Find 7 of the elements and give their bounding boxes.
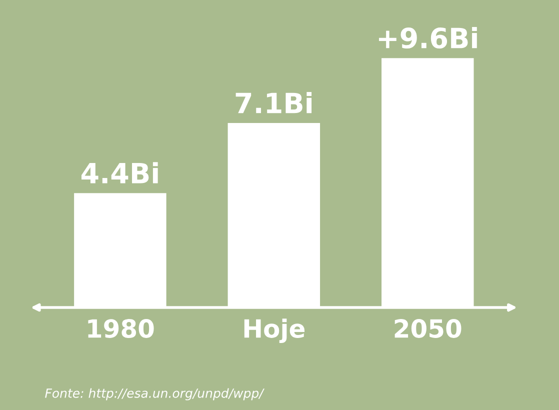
source-note: Fonte: http://esa.un.org/unpd/wpp/ (45, 388, 264, 400)
x-tick-label: 2050 (394, 319, 462, 338)
x-tick-label: Hoje (244, 318, 305, 343)
data-label: 7.1Bi (236, 92, 312, 114)
data-label: +9.6Bi (378, 27, 477, 49)
x-tick-label: 1980 (88, 319, 154, 338)
data-label: 4.4Bi (81, 162, 158, 184)
